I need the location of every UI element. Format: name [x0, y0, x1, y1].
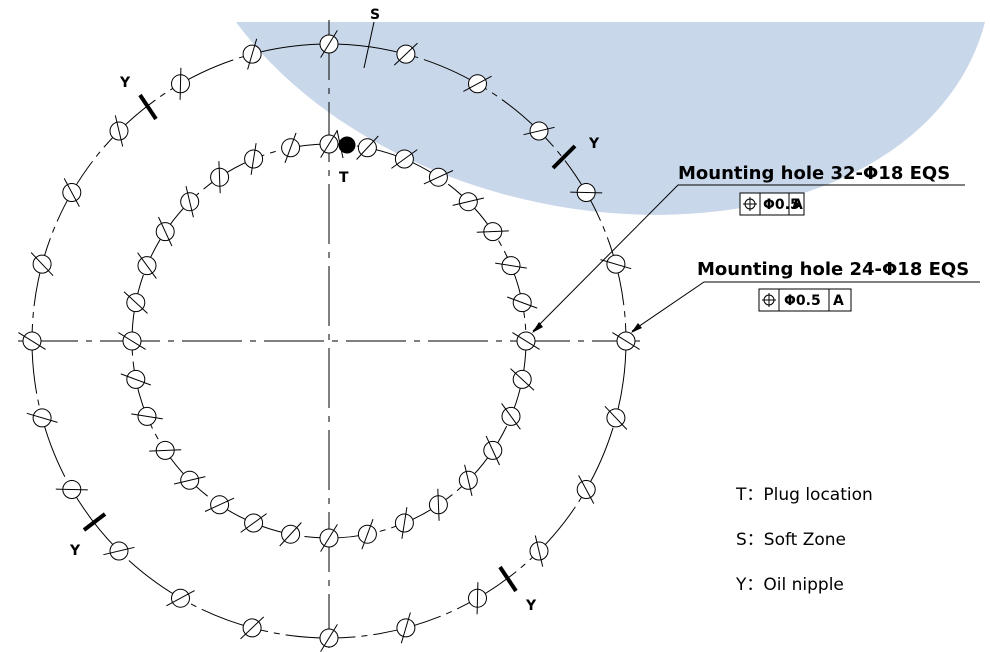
inner-hole-callout: Mounting hole 32-Φ18 EQS Φ0.5 A	[678, 163, 950, 216]
outer-hole-spec: Mounting hole 24-Φ18 EQS	[697, 259, 969, 280]
svg-text:Y: Y	[525, 598, 537, 614]
outer-hole	[393, 42, 418, 66]
svg-text:Y: Y	[119, 75, 131, 91]
inner-hole	[137, 252, 157, 279]
inner-hole	[123, 291, 148, 314]
inner-hole	[501, 403, 521, 430]
outer-hole	[600, 254, 632, 274]
leader-lines	[532, 184, 980, 332]
inner-hole	[319, 524, 339, 552]
inner-hole	[452, 192, 485, 212]
svg-text:A: A	[792, 197, 803, 213]
outer-hole	[468, 582, 487, 615]
position-symbol-icon	[762, 293, 776, 307]
position-symbol-icon	[743, 197, 757, 211]
legend-item-oil-nipple: Y：Oil nipple	[735, 575, 844, 595]
outer-hole	[103, 541, 135, 561]
inner-hole	[244, 143, 264, 175]
inner-hole	[204, 495, 235, 515]
outer-hole	[319, 30, 339, 58]
plug-mark: T	[336, 129, 356, 186]
watermark-swoosh	[236, 22, 985, 215]
inner-hole	[483, 435, 503, 466]
outer-hole	[523, 121, 555, 141]
outer-hole	[529, 535, 549, 567]
inner-hole	[180, 185, 200, 218]
outer-hole	[26, 408, 58, 428]
outer-fcf: Φ0.5 A	[758, 288, 852, 312]
inner-hole	[512, 331, 540, 351]
inner-hole	[149, 440, 182, 460]
inner-hole	[394, 507, 414, 539]
svg-text:Φ0.5: Φ0.5	[784, 293, 821, 309]
legend: T：Plug location S：Soft Zone Y：Oil nipple	[735, 485, 873, 595]
inner-hole	[173, 470, 206, 490]
inner-hole	[240, 513, 267, 533]
inner-hole	[510, 368, 535, 391]
inner-hole	[391, 149, 418, 169]
leader-arrows	[532, 322, 642, 333]
inner-hole	[155, 216, 175, 247]
inner-hole	[131, 406, 163, 426]
outer-hole	[612, 331, 640, 351]
outer-hole	[62, 178, 82, 207]
inner-hole	[356, 135, 379, 160]
outer-hole	[319, 624, 339, 652]
inner-hole	[495, 256, 527, 276]
inner-hole	[507, 293, 538, 313]
outer-hole	[604, 405, 628, 430]
inner-hole	[423, 167, 454, 187]
inner-hole	[428, 488, 448, 521]
outer-hole	[463, 74, 492, 94]
outer-hole	[171, 67, 190, 100]
svg-text:Φ0.5: Φ0.5	[763, 197, 800, 213]
svg-text:S: S	[370, 7, 380, 23]
legend-item-plug: T：Plug location	[735, 485, 873, 505]
inner-hole	[120, 369, 151, 389]
outer-hole	[109, 115, 129, 147]
inner-hole	[118, 331, 146, 351]
svg-text:A: A	[833, 293, 844, 309]
inner-hole	[279, 522, 302, 547]
svg-text:T: T	[339, 170, 349, 186]
inner-hole	[281, 132, 301, 163]
outer-hole	[576, 475, 596, 504]
inner-hole	[319, 130, 339, 158]
legend-item-soft-zone: S：Soft Zone	[736, 530, 846, 550]
inner-fcf: Φ0.5 A	[739, 192, 805, 216]
outer-hole	[396, 612, 416, 644]
svg-text:Y: Y	[69, 543, 81, 559]
oil-nipple-labels: Y Y Y Y	[69, 75, 600, 614]
outer-hole-callout: Mounting hole 24-Φ18 EQS Φ0.5 A	[697, 259, 969, 312]
inner-hole	[476, 222, 509, 242]
outer-hole	[55, 480, 88, 499]
inner-hole-spec: Mounting hole 32-Φ18 EQS	[678, 163, 950, 184]
outer-hole	[30, 252, 54, 277]
oil-nipple-marks	[82, 93, 577, 593]
inner-hole	[357, 519, 377, 550]
outer-hole	[18, 331, 46, 351]
inner-hole	[210, 161, 230, 194]
soft-zone-mark: S	[363, 7, 380, 69]
outer-hole	[240, 616, 265, 640]
inner-hole-ring	[118, 130, 540, 552]
outer-hole	[570, 183, 603, 202]
outer-hole	[242, 38, 262, 70]
outer-hole	[166, 588, 195, 608]
svg-text:Y: Y	[588, 136, 600, 152]
outer-hole-ring	[18, 30, 640, 652]
inner-hole	[458, 464, 478, 497]
